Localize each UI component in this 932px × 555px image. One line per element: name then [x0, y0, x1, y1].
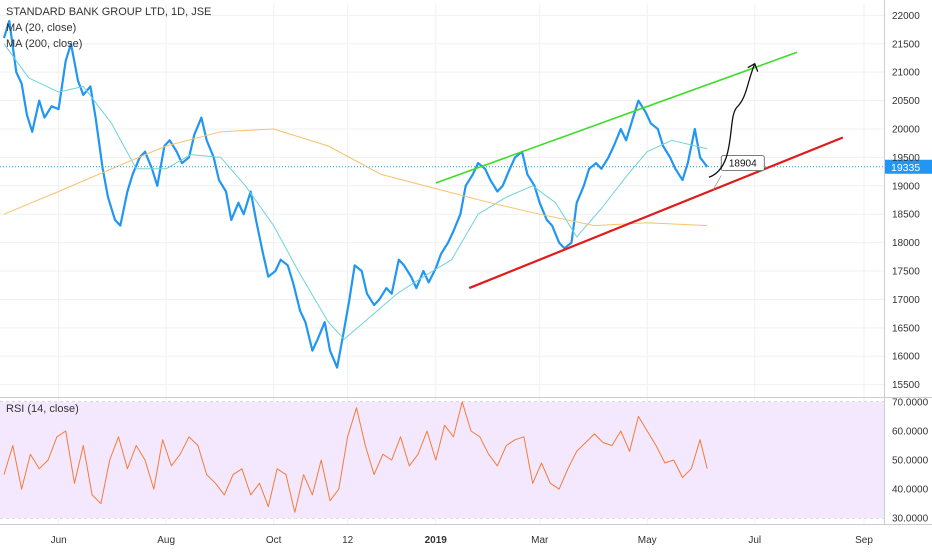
series-layer: [2, 19, 709, 513]
price-series-line: [2, 19, 709, 369]
price-axis-label: 19000: [892, 181, 920, 192]
price-axis-label: 21000: [892, 68, 920, 79]
rsi-legend: RSI (14, close): [6, 403, 79, 415]
ma20-series-line: [3, 43, 708, 340]
last-price-label: 19335: [891, 162, 920, 174]
rsi-series-line: [3, 401, 708, 513]
rsi-axis-label: 40.0000: [892, 485, 929, 496]
projection-arrow-head: [747, 62, 759, 72]
price-axis-label: 15500: [892, 380, 920, 391]
price-axis-label: 20500: [892, 96, 920, 107]
time-axis-label: Mar: [531, 535, 549, 546]
time-axis-label: Jul: [748, 535, 761, 546]
rsi-axis-label: 30.0000: [892, 514, 929, 525]
price-axis-label: 21500: [892, 39, 920, 50]
price-axis-label: 17500: [892, 267, 920, 278]
callout-label: 18904: [729, 159, 757, 170]
price-axis-label: 18000: [892, 238, 920, 249]
rsi-axis-label: 70.0000: [892, 397, 929, 408]
rsi-axis-label: 60.0000: [892, 426, 929, 437]
ma200-legend: MA (200, close): [6, 38, 83, 50]
time-axis-label: Oct: [266, 535, 282, 546]
rsi-band: [0, 401, 884, 519]
price-axis-label: 17000: [892, 295, 920, 306]
last-price-badge: [885, 159, 932, 174]
callout-box[interactable]: [720, 155, 765, 171]
time-axis-label: Jun: [51, 535, 67, 546]
support-line[interactable]: [468, 136, 844, 290]
time-axis-label: Aug: [157, 535, 175, 546]
resistance-line[interactable]: [435, 51, 798, 184]
price-axis-label: 16000: [892, 352, 920, 363]
time-axis-label: Sep: [855, 535, 873, 546]
rsi-axis-label: 50.0000: [892, 456, 929, 467]
price-axis-label: 16500: [892, 323, 920, 334]
price-axis-label: 19500: [892, 153, 920, 164]
ma200-series-line: [3, 128, 708, 227]
price-axis-label: 22000: [892, 11, 920, 22]
annotation-layer[interactable]: 19335 18904: [0, 51, 932, 290]
time-axis-label: 12: [342, 535, 354, 546]
price-axis-label: 18500: [892, 210, 920, 221]
projection-arrow[interactable]: [708, 63, 756, 178]
time-axis-label: May: [638, 535, 657, 546]
price-axis-label: 20000: [892, 124, 920, 135]
callout-pointer: [712, 175, 722, 190]
chart-title: STANDARD BANK GROUP LTD, 1D, JSE: [6, 6, 212, 18]
ma20-legend: MA (20, close): [6, 22, 77, 34]
time-axis-label: 2019: [425, 535, 448, 546]
